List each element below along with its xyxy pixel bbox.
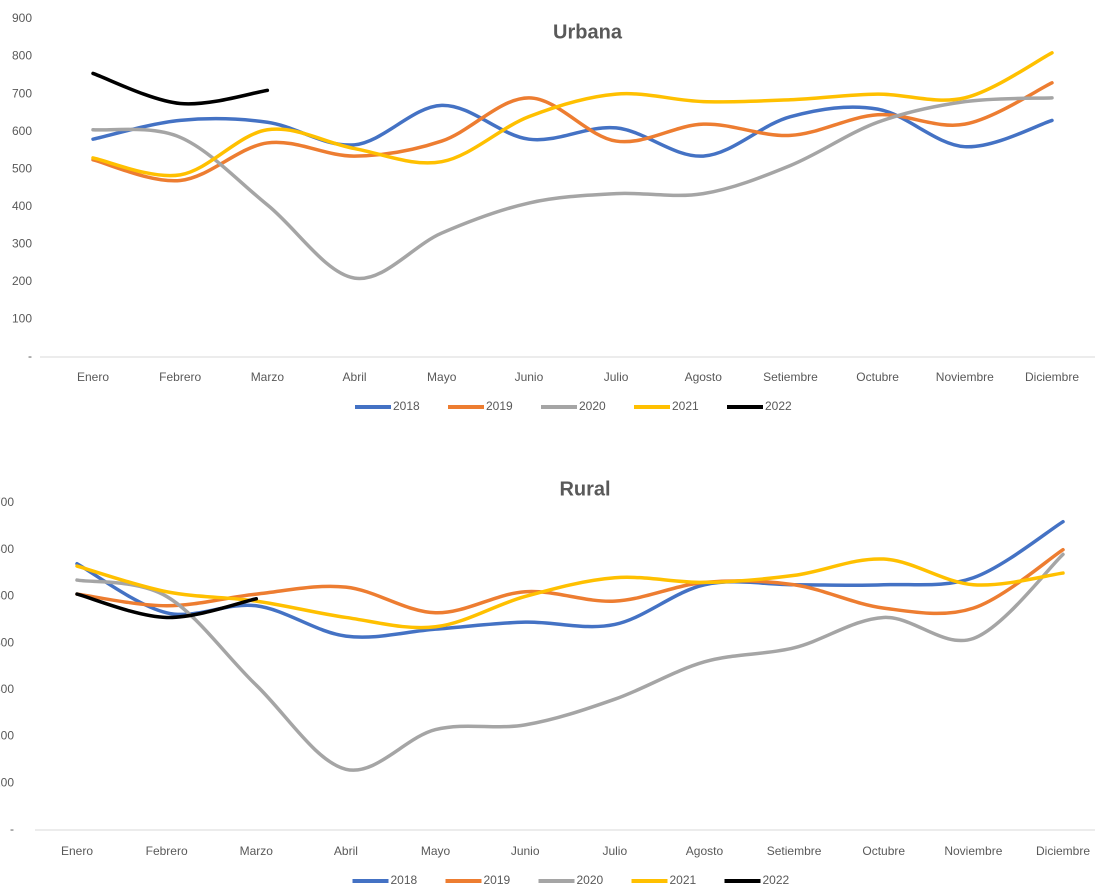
legend-label: 2021 (672, 399, 699, 413)
series-line (91, 96, 1054, 281)
legend-label: 2018 (391, 873, 418, 887)
x-tick-label: Agosto (685, 370, 723, 384)
y-tick-label: 100 (12, 312, 32, 326)
y-tick-label: 200 (0, 729, 14, 743)
y-tick-label: 800 (12, 49, 32, 63)
y-tick-label: 400 (12, 199, 32, 213)
y-tick-label: 300 (0, 682, 14, 696)
x-tick-label: Julio (602, 844, 627, 858)
series-line (75, 547, 1065, 616)
x-tick-label: Julio (604, 370, 629, 384)
legend-label: 2019 (486, 399, 513, 413)
series-line (75, 557, 1065, 630)
series-line (75, 592, 259, 620)
x-tick-label: Setiembre (767, 844, 822, 858)
x-tick-label: Noviembre (936, 370, 994, 384)
legend-label: 2022 (765, 399, 792, 413)
series-line (75, 552, 1065, 772)
y-tick-label: 500 (12, 161, 32, 175)
x-tick-label: Febrero (146, 844, 188, 858)
series-line (91, 103, 1054, 158)
series-line (91, 51, 1054, 178)
y-tick-label: 700 (12, 86, 32, 100)
x-tick-label: Marzo (240, 844, 274, 858)
series-line (75, 519, 1065, 639)
legend-label: 2019 (484, 873, 511, 887)
x-tick-label: Diciembre (1025, 370, 1079, 384)
x-tick-label: Octubre (862, 844, 905, 858)
legend-label: 2022 (763, 873, 790, 887)
legend-label: 2018 (393, 399, 420, 413)
x-tick-label: Junio (511, 844, 540, 858)
y-tick-label: 400 (0, 635, 14, 649)
y-tick-label: 600 (12, 124, 32, 138)
x-tick-label: Enero (61, 844, 93, 858)
x-tick-label: Enero (77, 370, 109, 384)
x-tick-label: Mayo (421, 844, 451, 858)
x-tick-label: Junio (515, 370, 544, 384)
y-tick-label: 300 (12, 237, 32, 251)
legend-label: 2021 (670, 873, 697, 887)
x-tick-label: Febrero (159, 370, 201, 384)
y-tick-label: 200 (12, 274, 32, 288)
x-tick-label: Noviembre (944, 844, 1002, 858)
y-tick-label: - (10, 822, 14, 836)
chart-title: Urbana (553, 21, 623, 43)
x-tick-label: Mayo (427, 370, 457, 384)
x-tick-label: Marzo (251, 370, 285, 384)
chart-title: Rural (559, 478, 610, 500)
x-tick-label: Setiembre (763, 370, 818, 384)
series-line (91, 71, 270, 106)
y-tick-label: 900 (12, 11, 32, 25)
legend-label: 2020 (577, 873, 604, 887)
x-tick-label: Agosto (686, 844, 724, 858)
y-tick-label: 500 (0, 589, 14, 603)
y-tick-label: 700 (0, 495, 14, 509)
x-tick-label: Abril (334, 844, 358, 858)
y-tick-label: 600 (0, 542, 14, 556)
x-tick-label: Diciembre (1036, 844, 1090, 858)
y-tick-label: - (28, 349, 32, 363)
x-tick-label: Abril (343, 370, 367, 384)
legend-label: 2020 (579, 399, 606, 413)
x-tick-label: Octubre (856, 370, 899, 384)
y-tick-label: 100 (0, 775, 14, 789)
series-line (91, 81, 1054, 183)
